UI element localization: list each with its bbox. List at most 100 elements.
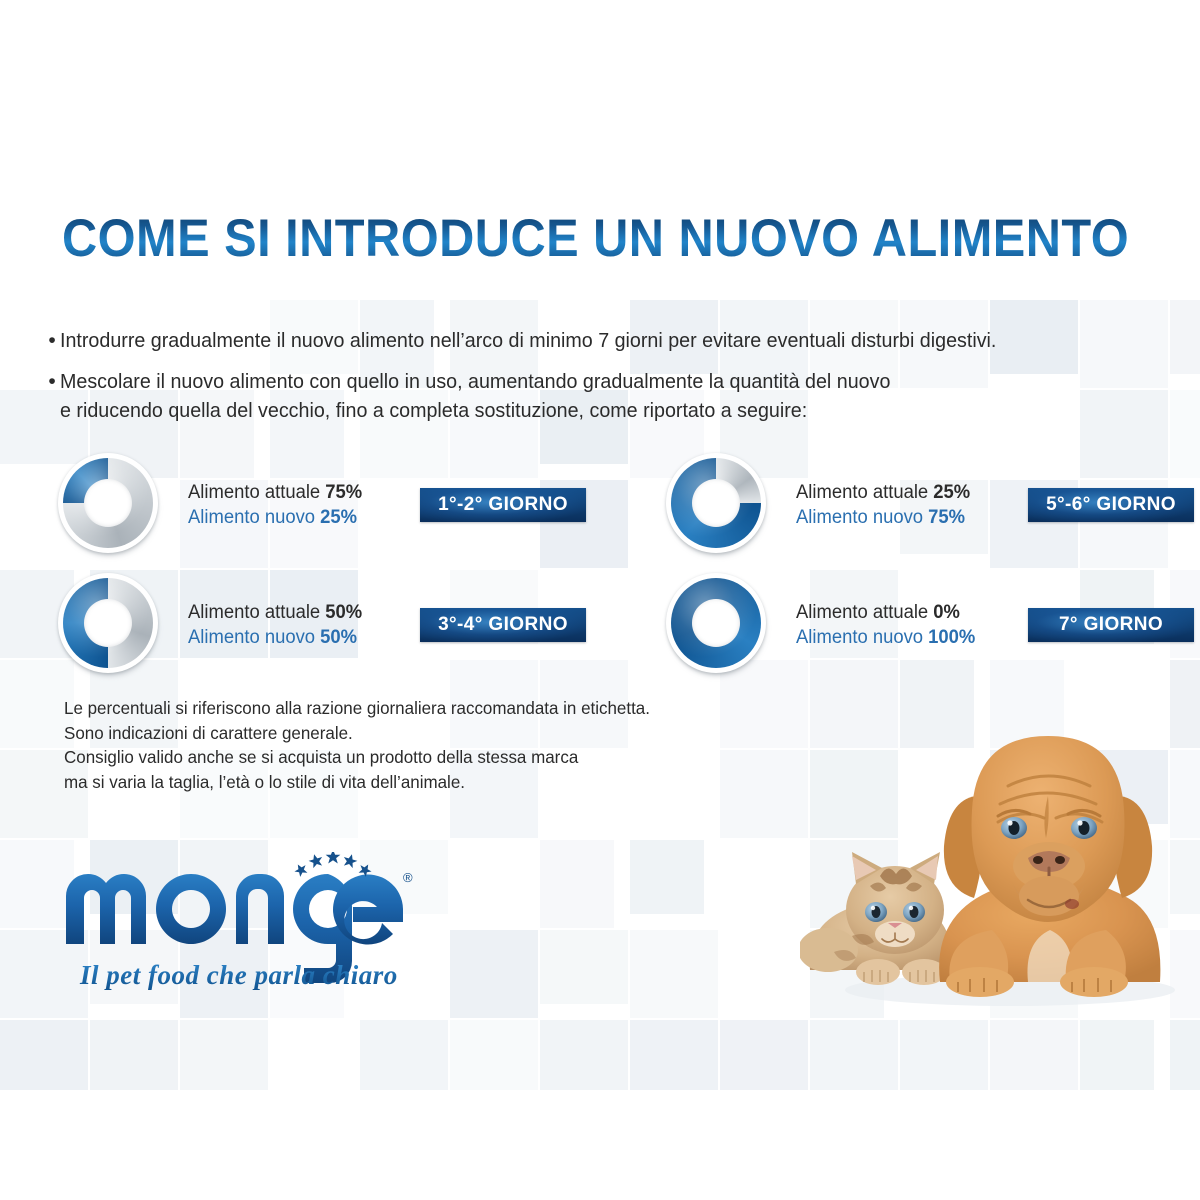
step-labels: Alimento attuale 25% Alimento nuovo 75% bbox=[796, 480, 1028, 530]
mosaic-tile bbox=[1170, 1020, 1200, 1090]
mosaic-tile bbox=[270, 750, 358, 838]
mosaic-tile bbox=[270, 570, 358, 658]
step-row-day-1-2: Alimento attuale 75% Alimento nuovo 25% … bbox=[56, 452, 586, 558]
pets-photo bbox=[800, 700, 1200, 1030]
donut-ring bbox=[63, 578, 153, 668]
mosaic-tile bbox=[90, 1020, 178, 1090]
intro-bullet-list: • Introdurre gradualmente il nuovo alime… bbox=[44, 326, 1154, 436]
current-food-label: Alimento attuale 50% bbox=[188, 602, 363, 623]
list-item: • Introdurre gradualmente il nuovo alime… bbox=[44, 326, 1154, 356]
mosaic-tile bbox=[0, 930, 88, 1018]
current-food-label: Alimento attuale 75% bbox=[188, 482, 363, 503]
current-food-value: 75% bbox=[325, 482, 363, 503]
mosaic-tile bbox=[180, 750, 268, 838]
mosaic-tile bbox=[1170, 750, 1200, 838]
mosaic-tile bbox=[360, 1020, 448, 1090]
mosaic-tile bbox=[450, 930, 538, 1018]
day-badge: 1°-2° GIORNO bbox=[420, 488, 586, 522]
step-row-day-3-4: Alimento attuale 50% Alimento nuovo 50% … bbox=[56, 572, 586, 678]
mosaic-tile bbox=[180, 570, 268, 658]
bullet-text: Introdurre gradualmente il nuovo aliment… bbox=[60, 326, 996, 355]
step-labels: Alimento attuale 75% Alimento nuovo 25% bbox=[188, 480, 420, 530]
cat-illustration bbox=[800, 852, 953, 985]
current-food-label: Alimento attuale 0% bbox=[796, 602, 960, 623]
day-badge: 3°-4° GIORNO bbox=[420, 608, 586, 642]
list-item: • Mescolare il nuovo alimento con quello… bbox=[44, 367, 1154, 425]
mosaic-tile bbox=[900, 300, 988, 388]
mosaic-tile bbox=[360, 300, 434, 388]
logo-wordmark-shape bbox=[66, 873, 403, 983]
donut-chart-day-1-2 bbox=[56, 452, 162, 558]
mosaic-tile bbox=[720, 660, 808, 748]
mosaic-tile bbox=[990, 1020, 1078, 1090]
current-food-label: Alimento attuale 25% bbox=[796, 482, 971, 503]
mosaic-tile bbox=[90, 660, 178, 748]
mosaic-tile bbox=[630, 1020, 718, 1090]
mosaic-tile bbox=[1080, 390, 1168, 478]
mosaic-tile bbox=[990, 660, 1064, 748]
mosaic-tile bbox=[1170, 840, 1200, 914]
mosaic-tile bbox=[180, 1020, 268, 1090]
mosaic-tile bbox=[900, 1020, 988, 1090]
step-labels: Alimento attuale 0% Alimento nuovo 100% bbox=[796, 600, 1028, 650]
new-food-value: 75% bbox=[928, 507, 966, 528]
mosaic-tile bbox=[720, 750, 808, 838]
bullet-dot-icon: • bbox=[48, 329, 56, 352]
mosaic-tile bbox=[540, 1020, 628, 1090]
mosaic-tile bbox=[270, 390, 344, 478]
mosaic-tile bbox=[810, 1020, 898, 1090]
donut-ring bbox=[671, 578, 761, 668]
mosaic-tile bbox=[630, 300, 718, 374]
mosaic-tile bbox=[1170, 930, 1200, 1018]
mosaic-tile bbox=[900, 480, 988, 554]
bullet-text: Mescolare il nuovo alimento con quello i… bbox=[60, 367, 890, 425]
step-labels: Alimento attuale 50% Alimento nuovo 50% bbox=[188, 600, 420, 650]
registered-trademark-icon: ® bbox=[403, 870, 413, 885]
mosaic-tile bbox=[180, 480, 268, 568]
footnote-line: Sono indicazioni di carattere generale. bbox=[64, 722, 353, 743]
mosaic-tile bbox=[1080, 300, 1168, 388]
mosaic-tile bbox=[720, 300, 808, 388]
mosaic-tile bbox=[720, 1020, 808, 1090]
mosaic-tile bbox=[450, 660, 538, 748]
mosaic-tile bbox=[540, 840, 614, 928]
mosaic-tile bbox=[360, 390, 448, 478]
new-food-label: Alimento nuovo 100% bbox=[796, 627, 976, 648]
background-mosaic bbox=[0, 300, 1200, 1090]
bullet-line: e riducendo quella del vecchio, fino a c… bbox=[60, 399, 808, 422]
dog-illustration bbox=[939, 736, 1161, 997]
monge-logo: ® Il pet food che parla chiaro bbox=[56, 852, 416, 992]
footnote-line: ma si varia la taglia, l’età o lo stile … bbox=[64, 771, 465, 792]
new-food-label: Alimento nuovo 75% bbox=[796, 507, 966, 528]
mosaic-tile bbox=[0, 840, 74, 928]
new-food-value: 50% bbox=[320, 627, 358, 648]
page-title: COME SI INTRODUCE UN NUOVO ALIMENTO bbox=[62, 209, 1130, 268]
bullet-line: Introdurre gradualmente il nuovo aliment… bbox=[60, 329, 997, 352]
mosaic-tile bbox=[810, 300, 898, 388]
step-row-day-7: Alimento attuale 0% Alimento nuovo 100% … bbox=[664, 572, 1194, 678]
current-food-value: 25% bbox=[933, 482, 971, 503]
mosaic-tile bbox=[990, 300, 1078, 374]
new-food-value: 25% bbox=[320, 507, 358, 528]
day-badge: 7° GIORNO bbox=[1028, 608, 1194, 642]
current-food-value: 0% bbox=[933, 602, 960, 623]
footnote: Le percentuali si riferiscono alla razio… bbox=[64, 696, 650, 794]
mosaic-tile bbox=[0, 1020, 88, 1090]
current-food-value: 50% bbox=[325, 602, 363, 623]
mosaic-tile bbox=[270, 300, 358, 374]
mosaic-tile bbox=[1170, 390, 1200, 478]
footnote-line: Le percentuali si riferiscono alla razio… bbox=[64, 698, 650, 718]
mosaic-tile bbox=[0, 660, 74, 748]
logo-stars-icon bbox=[294, 852, 372, 877]
mosaic-tile bbox=[0, 750, 88, 838]
day-badge: 5°-6° GIORNO bbox=[1028, 488, 1194, 522]
mosaic-tile bbox=[270, 480, 358, 568]
mosaic-tile bbox=[450, 300, 538, 388]
mosaic-tile bbox=[540, 660, 628, 748]
new-food-value: 100% bbox=[928, 627, 976, 648]
mosaic-tile bbox=[810, 570, 898, 658]
donut-chart-day-3-4 bbox=[56, 572, 162, 678]
donut-ring bbox=[63, 458, 153, 548]
bullet-line: Mescolare il nuovo alimento con quello i… bbox=[60, 370, 891, 393]
